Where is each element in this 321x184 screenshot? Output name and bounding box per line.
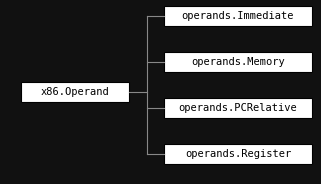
FancyBboxPatch shape [164,144,312,164]
Text: operands.PCRelative: operands.PCRelative [178,103,297,113]
Text: operands.Memory: operands.Memory [191,57,285,67]
FancyBboxPatch shape [164,52,312,72]
Text: x86.Operand: x86.Operand [41,87,109,97]
Text: operands.Register: operands.Register [185,149,291,159]
FancyBboxPatch shape [21,82,129,102]
FancyBboxPatch shape [164,98,312,118]
FancyBboxPatch shape [164,6,312,26]
Text: operands.Immediate: operands.Immediate [182,11,294,21]
